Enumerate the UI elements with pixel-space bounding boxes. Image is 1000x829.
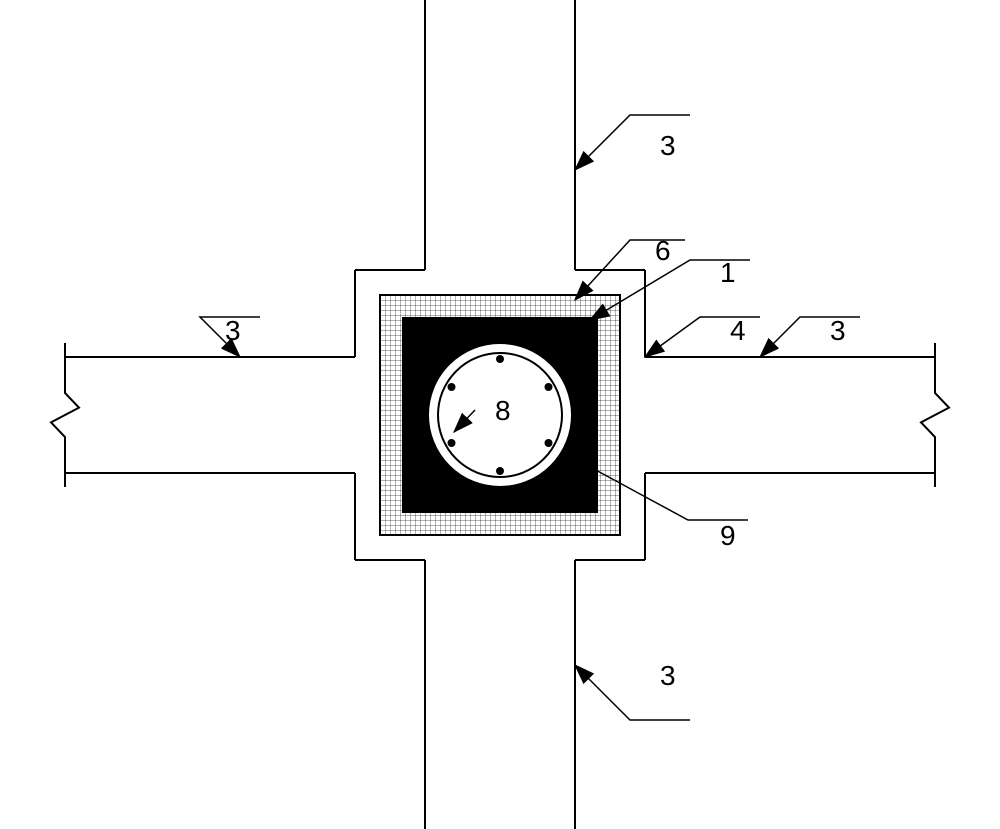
label-label_8: 8 (495, 395, 511, 426)
diagram-root: 3 3 3 3 6 1 4 8 9 (0, 0, 1000, 829)
rebar-dot (544, 383, 552, 391)
rebar-dot (496, 467, 504, 475)
label-right_3: 3 (830, 315, 846, 346)
label-label_6: 6 (655, 235, 671, 266)
label-label_1: 1 (720, 257, 736, 288)
label-label_9: 9 (720, 520, 736, 551)
label-top_3: 3 (660, 130, 676, 161)
rebar-dot (544, 439, 552, 447)
rebar-dot (448, 383, 456, 391)
rebar-dot (448, 439, 456, 447)
label-left_3: 3 (225, 315, 241, 346)
label-label_4: 4 (730, 315, 746, 346)
rebar-dot (496, 355, 504, 363)
label-bottom_3: 3 (660, 660, 676, 691)
